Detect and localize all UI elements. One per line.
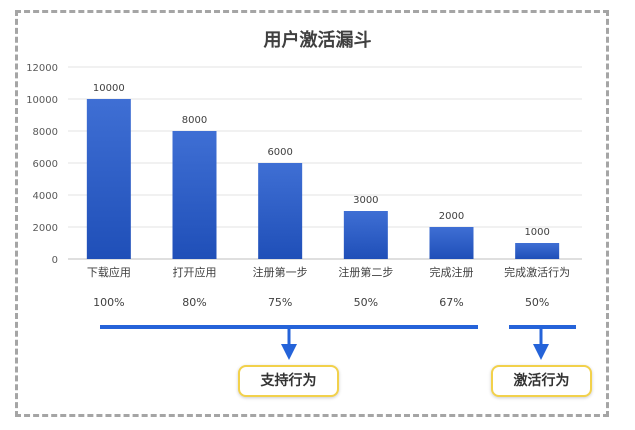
y-tick-label: 12000: [26, 63, 58, 74]
bar-4: [429, 227, 474, 259]
data-label: 2000: [439, 211, 464, 222]
x-tick-label: 打开应用: [173, 265, 217, 279]
bar-1: [172, 131, 217, 259]
data-label: 10000: [93, 83, 125, 94]
conversion-rate: 80%: [182, 296, 206, 309]
bar-2: [258, 163, 303, 259]
y-tick-label: 2000: [33, 223, 58, 234]
x-tick-label: 注册第一步: [253, 265, 308, 279]
conversion-rate: 100%: [93, 296, 124, 309]
x-tick-label: 下载应用: [87, 265, 131, 279]
conversion-rate: 50%: [354, 296, 378, 309]
data-label: 3000: [353, 195, 378, 206]
bar-3: [343, 211, 388, 259]
bar-0: [86, 99, 131, 259]
data-label: 1000: [524, 227, 549, 238]
support-behavior-box: 支持行为: [238, 365, 339, 397]
x-tick-label: 注册第二步: [338, 265, 393, 279]
conversion-rate: 67%: [439, 296, 463, 309]
bar-5: [515, 243, 560, 259]
data-label: 6000: [267, 147, 292, 158]
arrow-down-icon: [533, 344, 549, 360]
y-tick-label: 6000: [33, 159, 58, 170]
x-tick-label: 完成注册: [430, 265, 474, 279]
chart-title: 用户激活漏斗: [263, 30, 372, 51]
conversion-rate: 50%: [525, 296, 549, 309]
x-tick-label: 完成激活行为: [504, 265, 570, 279]
y-tick-label: 8000: [33, 127, 58, 138]
data-label: 8000: [182, 115, 207, 126]
arrow-down-icon: [281, 344, 297, 360]
y-tick-label: 4000: [33, 191, 58, 202]
conversion-rate: 75%: [268, 296, 292, 309]
dashed-frame: [15, 10, 609, 417]
activation-behavior-box: 激活行为: [491, 365, 592, 397]
y-tick-label: 10000: [26, 95, 58, 106]
y-tick-label: 0: [52, 255, 58, 266]
